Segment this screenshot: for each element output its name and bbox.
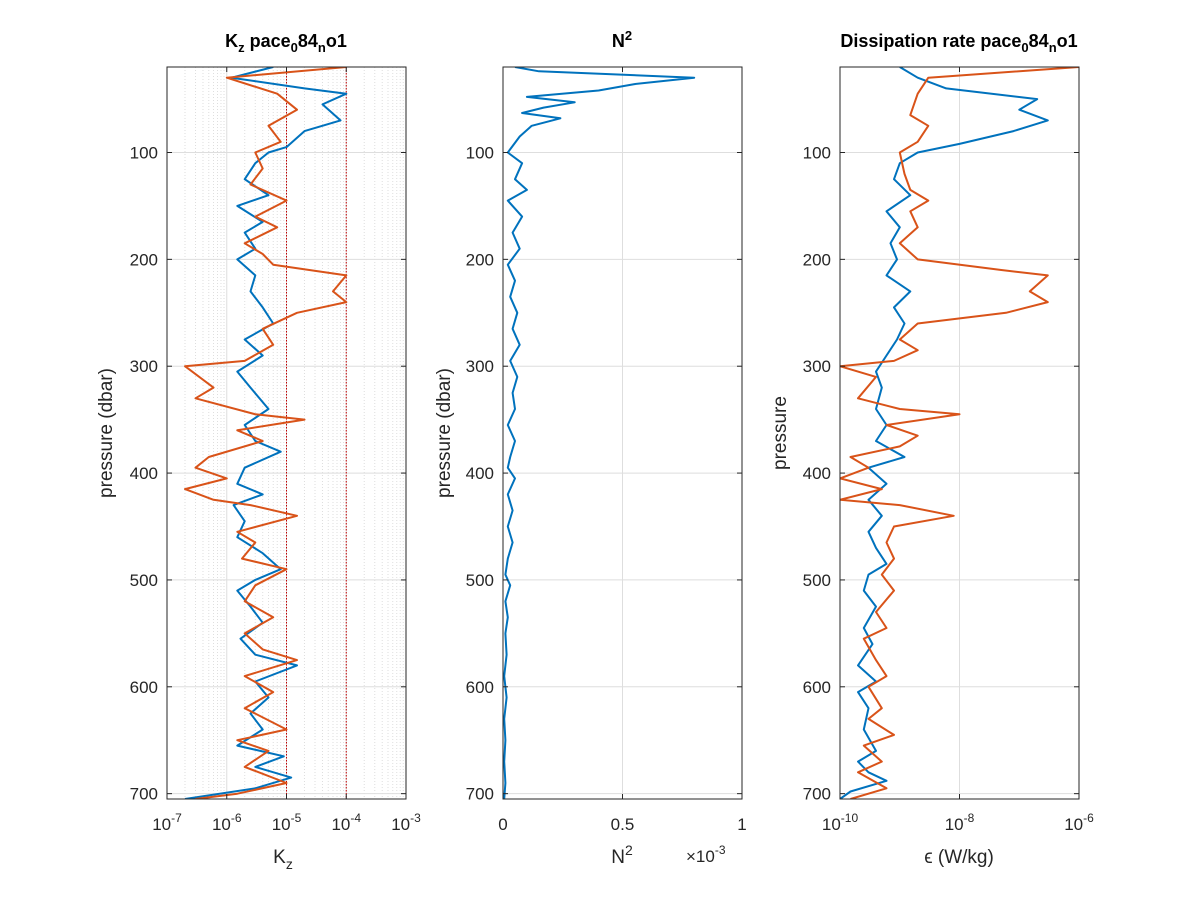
epsilon-x-tick-label: 10-6 xyxy=(1064,811,1094,834)
epsilon-series-line-2 xyxy=(840,67,1079,799)
epsilon-ticks: 10-10 10-8 10-6 100 200 300 400 500 600 700 xyxy=(803,67,1094,834)
kz-x-axis-label: Kz xyxy=(273,847,293,872)
kz-grid xyxy=(166,67,407,799)
n2-x-axis-label: N2 xyxy=(611,842,633,868)
n2-x-tick-label: 0 xyxy=(498,815,507,834)
kz-panel-title: Kz pace084no1 xyxy=(225,31,347,55)
n2-series-line-1 xyxy=(503,67,696,799)
kz-series-line-2 xyxy=(184,67,348,799)
epsilon-y-tick-label: 300 xyxy=(803,357,831,376)
epsilon-x-tick-label: 10-8 xyxy=(945,811,975,834)
epsilon-y-tick-label: 100 xyxy=(803,143,831,162)
n2-ticks: 0 0.5 1 100 200 300 400 500 600 700 xyxy=(466,67,747,834)
kz-plot-area xyxy=(184,67,348,799)
epsilon-panel: 10-10 10-8 10-6 100 200 300 400 500 600 700 Dissi… xyxy=(770,31,1094,868)
kz-x-tick-label: 10-4 xyxy=(331,811,361,834)
kz-x-tick-label: 10-6 xyxy=(212,811,242,834)
kz-y-tick-label: 600 xyxy=(130,678,158,697)
epsilon-y-tick-label: 200 xyxy=(803,250,831,269)
n2-y-axis-label: pressure (dbar) xyxy=(434,368,455,498)
n2-y-tick-label: 100 xyxy=(466,143,494,162)
kz-y-tick-label: 400 xyxy=(130,464,158,483)
kz-y-tick-label: 500 xyxy=(130,571,158,590)
epsilon-y-tick-label: 600 xyxy=(803,678,831,697)
kz-y-tick-label: 700 xyxy=(130,785,158,804)
kz-x-tick-label: 10-3 xyxy=(391,811,421,834)
kz-reference-lines xyxy=(286,67,347,799)
n2-plot-area xyxy=(503,67,696,799)
n2-panel-title: N2 xyxy=(612,28,632,51)
n2-x-multiplier: ×10-3 xyxy=(686,843,726,866)
kz-panel: 10-7 10-6 10-5 10-4 10-3 100 200 300 400 500 600 70… xyxy=(96,31,421,872)
kz-y-tick-label: 300 xyxy=(130,357,158,376)
n2-y-tick-label: 300 xyxy=(466,357,494,376)
n2-y-tick-label: 600 xyxy=(466,678,494,697)
epsilon-y-tick-label: 500 xyxy=(803,571,831,590)
kz-y-tick-label: 100 xyxy=(130,143,158,162)
n2-panel: 0 0.5 1 100 200 300 400 500 600 700 N2 N2 ×10-3 p… xyxy=(434,28,747,868)
epsilon-x-axis-label: ϵ (W/kg) xyxy=(924,847,994,868)
n2-x-tick-label: 0.5 xyxy=(611,815,635,834)
kz-ticks: 10-7 10-6 10-5 10-4 10-3 100 200 300 400 500 600 70… xyxy=(130,67,421,834)
epsilon-y-tick-label: 700 xyxy=(803,785,831,804)
kz-x-tick-label: 10-5 xyxy=(272,811,302,834)
kz-y-tick-label: 200 xyxy=(130,250,158,269)
epsilon-y-axis-label: pressure xyxy=(770,396,791,470)
epsilon-panel-title: Dissipation rate pace084no1 xyxy=(840,31,1077,55)
epsilon-plot-area xyxy=(840,67,1079,799)
n2-y-tick-label: 200 xyxy=(466,250,494,269)
kz-y-axis-label: pressure (dbar) xyxy=(96,368,117,498)
n2-y-tick-label: 400 xyxy=(466,464,494,483)
epsilon-x-tick-label: 10-10 xyxy=(822,811,859,834)
n2-x-tick-label: 1 xyxy=(737,815,746,834)
n2-y-tick-label: 500 xyxy=(466,571,494,590)
kz-x-tick-label: 10-7 xyxy=(152,811,182,834)
n2-y-tick-label: 700 xyxy=(466,785,494,804)
epsilon-y-tick-label: 400 xyxy=(803,464,831,483)
